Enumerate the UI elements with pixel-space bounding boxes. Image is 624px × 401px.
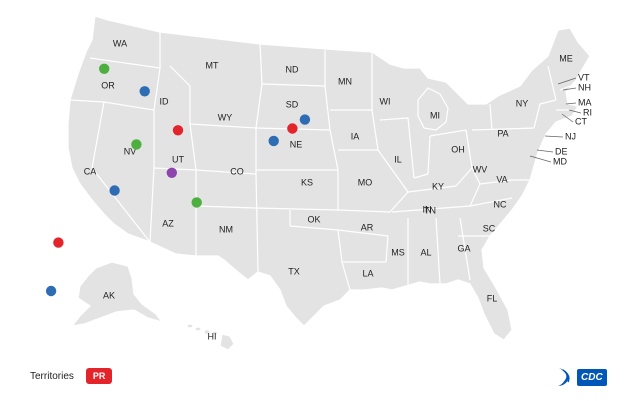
state-label-vt: VT	[578, 72, 590, 82]
state-label-ny: NY	[516, 98, 529, 108]
state-label-il: IL	[394, 154, 402, 164]
state-label-ne: NE	[290, 139, 303, 149]
state-label-id: ID	[160, 96, 170, 106]
state-label-ri: RI	[583, 107, 592, 117]
leader-line-md	[529, 155, 552, 163]
state-label-va: VA	[496, 174, 507, 184]
state-label-tx: TX	[288, 266, 300, 276]
michigan-peninsula-shape	[417, 87, 449, 131]
state-label-nj: NJ	[565, 131, 576, 141]
state-label-mo: MO	[358, 177, 373, 187]
state-label-in: IN	[423, 204, 432, 214]
state-label-sd: SD	[286, 99, 299, 109]
state-label-ky: KY	[432, 181, 444, 191]
state-label-nc: NC	[494, 199, 507, 209]
state-label-ga: GA	[457, 243, 470, 253]
hhs-eagle-icon	[558, 368, 570, 386]
state-label-fl: FL	[487, 293, 498, 303]
leader-line-ri	[568, 109, 582, 114]
site-marker-green[interactable]	[191, 197, 202, 208]
hawaii-island-1	[186, 323, 194, 329]
state-label-de: DE	[555, 146, 568, 156]
leader-line-nj	[544, 135, 564, 138]
leader-line-vt	[557, 77, 577, 85]
state-label-co: CO	[230, 166, 244, 176]
state-label-al: AL	[420, 247, 431, 257]
state-label-wi: WI	[380, 96, 391, 106]
state-label-tn: TN	[424, 205, 436, 215]
state-label-nd: ND	[286, 64, 299, 74]
state-label-ca: CA	[84, 166, 97, 176]
territory-badge-pr[interactable]: PR	[85, 368, 113, 384]
hawaii-island-3	[203, 328, 211, 336]
site-marker-blue[interactable]	[268, 135, 279, 147]
state-label-pa: PA	[497, 128, 508, 138]
state-label-ct: CT	[575, 116, 587, 126]
leader-line-de	[536, 149, 554, 153]
site-markers	[45, 63, 311, 297]
site-marker-green[interactable]	[131, 139, 142, 150]
state-labels: WA OR CA NV ID MT WY UT CO AZ NM ND SD NE KS OK TX MN IA MO…	[84, 38, 573, 341]
cdc-logo-text: CDC	[577, 368, 607, 386]
state-label-or: OR	[101, 80, 115, 90]
site-marker-blue[interactable]	[299, 114, 311, 125]
state-label-nv: NV	[124, 146, 137, 156]
leader-line-ct	[561, 113, 574, 123]
cdc-logo: CDC	[556, 366, 607, 388]
state-label-hi: HI	[208, 331, 217, 341]
territories-label: Territories	[30, 370, 74, 382]
site-marker-green[interactable]	[99, 63, 110, 74]
state-label-mt: MT	[206, 60, 219, 70]
state-label-oh: OH	[451, 144, 465, 154]
state-borders	[69, 32, 571, 291]
state-label-mn: MN	[338, 76, 352, 86]
state-label-ma: MA	[578, 97, 592, 107]
us-map: WA OR CA NV ID MT WY UT CO AZ NM ND SD NE KS OK TX MN IA MO…	[45, 15, 592, 351]
site-marker-blue[interactable]	[109, 185, 120, 196]
state-label-ok: OK	[307, 214, 320, 224]
map-land	[67, 15, 591, 351]
hawaii-island-4	[211, 330, 219, 336]
state-label-wy: WY	[218, 112, 233, 122]
site-marker-red[interactable]	[287, 123, 298, 134]
state-label-ks: KS	[301, 177, 313, 187]
contiguous-us-shape	[67, 15, 591, 341]
alaska-shape	[71, 261, 163, 327]
state-label-ut: UT	[172, 154, 184, 164]
leader-line-nh	[562, 87, 577, 91]
site-marker-blue[interactable]	[139, 86, 150, 97]
state-label-sc: SC	[483, 223, 496, 233]
state-label-ar: AR	[361, 222, 374, 232]
territories-legend: Territories PR	[30, 368, 113, 384]
state-label-nh: NH	[578, 82, 591, 92]
site-marker-red[interactable]	[53, 237, 64, 248]
hawaii-big-island	[219, 333, 235, 351]
site-marker-red[interactable]	[172, 125, 184, 136]
state-label-md: MD	[553, 156, 567, 166]
hawaii-island-2	[194, 326, 202, 332]
leader-line-ma	[565, 102, 577, 105]
site-marker-purple[interactable]	[166, 167, 177, 178]
state-label-ms: MS	[391, 247, 405, 257]
state-label-mi: MI	[430, 110, 440, 120]
callout-leader-lines	[529, 77, 582, 163]
state-label-ak: AK	[103, 290, 115, 300]
site-marker-blue[interactable]	[45, 285, 57, 297]
state-label-wv: WV	[473, 164, 488, 174]
state-label-ia: IA	[351, 131, 360, 141]
state-label-wa: WA	[113, 38, 127, 48]
state-label-me: ME	[559, 53, 573, 63]
state-label-la: LA	[362, 268, 373, 278]
state-label-nm: NM	[219, 224, 233, 234]
state-label-az: AZ	[162, 218, 174, 228]
